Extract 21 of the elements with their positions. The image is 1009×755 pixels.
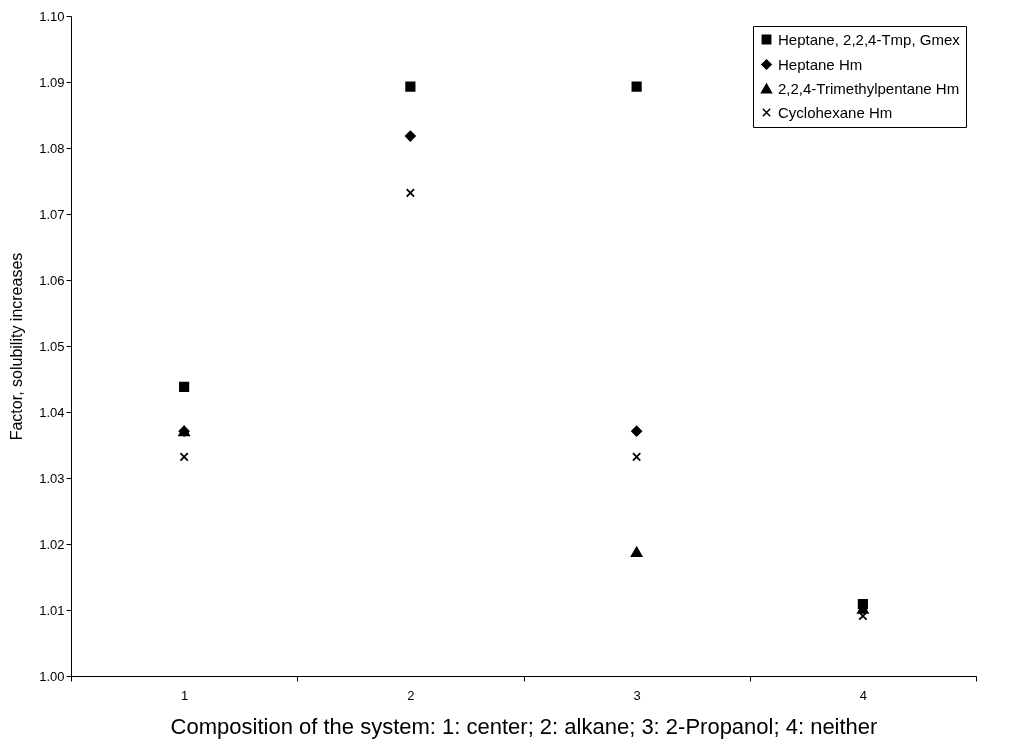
y-tick-label: 1.10 [39, 8, 65, 24]
y-tick-label: 1.04 [39, 404, 65, 420]
y-tick-label: 1.02 [39, 536, 65, 552]
x-tick-label: 3 [633, 687, 641, 703]
x-axis-title: Composition of the system: 1: center; 2: alkane; 3: 2-Propanol; 4: neither [170, 713, 878, 739]
y-tick-label: 1.03 [39, 470, 65, 486]
legend-label: Heptane, 2,2,4-Tmp, Gmex [778, 30, 961, 48]
x-tick-label: 4 [859, 687, 867, 703]
y-axis-title: Factor, solubility increases [8, 252, 26, 441]
y-tick-label: 1.00 [39, 668, 65, 684]
x-tick-label: 1 [181, 687, 189, 703]
y-tick-label: 1.05 [39, 338, 65, 354]
y-tick-label: 1.06 [39, 272, 65, 288]
y-tick-label: 1.01 [39, 602, 65, 618]
y-tick-label: 1.08 [39, 140, 65, 156]
legend-label: Cyclohexane Hm [778, 103, 893, 121]
y-tick-label: 1.07 [39, 206, 65, 222]
x-tick-label: 2 [407, 687, 415, 703]
y-tick-label: 1.09 [39, 74, 65, 90]
legend-label: 2,2,4-Trimethylpentane Hm [778, 79, 960, 97]
legend-label: Heptane Hm [778, 55, 863, 73]
